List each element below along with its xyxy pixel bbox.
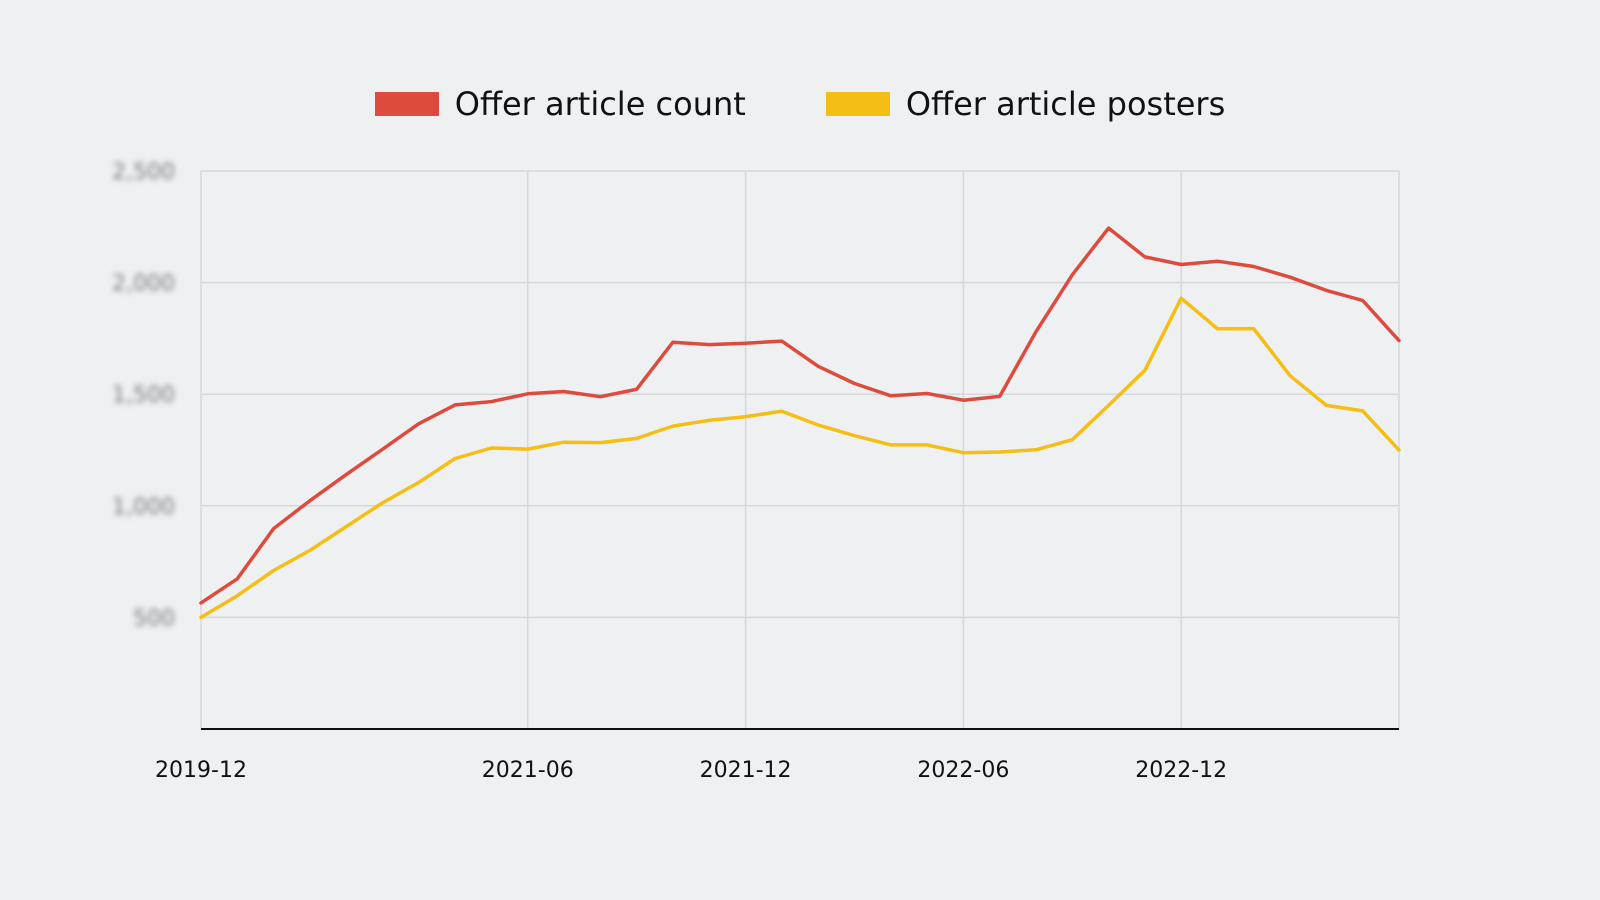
grid-horizontal xyxy=(201,170,1399,619)
legend-label-article-count: Offer article count xyxy=(454,85,746,123)
y-tick-label: 1,000 xyxy=(112,495,175,520)
legend-label-article-posters: Offer article posters xyxy=(905,85,1226,123)
y-tick-label: 2,000 xyxy=(112,272,175,297)
y-tick-label: 2,500 xyxy=(112,160,175,185)
y-tick-label: 1,500 xyxy=(112,383,175,408)
legend-swatch-article-count xyxy=(374,92,439,116)
y-axis-ticks: 500 1,000 1,500 2,000 2,500 xyxy=(112,160,175,631)
x-tick-label: 2021-06 xyxy=(482,758,574,783)
x-tick-label: 2022-06 xyxy=(917,758,1009,783)
legend: Offer article count Offer article poster… xyxy=(0,84,1600,124)
legend-item-article-posters[interactable]: Offer article posters xyxy=(825,84,1226,124)
x-tick-label: 2019-12 xyxy=(155,758,247,783)
x-tick-label: 2021-12 xyxy=(700,758,792,783)
legend-item-article-count[interactable]: Offer article count xyxy=(374,84,746,124)
series-line-article-posters[interactable] xyxy=(199,296,1401,620)
series-line-article-count[interactable] xyxy=(199,226,1401,605)
x-tick-label: 2022-12 xyxy=(1135,758,1227,783)
series-lines xyxy=(199,226,1401,620)
x-axis-ticks: 2019-12 2021-06 2021-12 2022-06 2022-12 xyxy=(155,758,1227,783)
grid-vertical xyxy=(200,171,1400,729)
y-tick-label: 500 xyxy=(133,606,175,631)
legend-swatch-article-posters xyxy=(825,92,890,116)
